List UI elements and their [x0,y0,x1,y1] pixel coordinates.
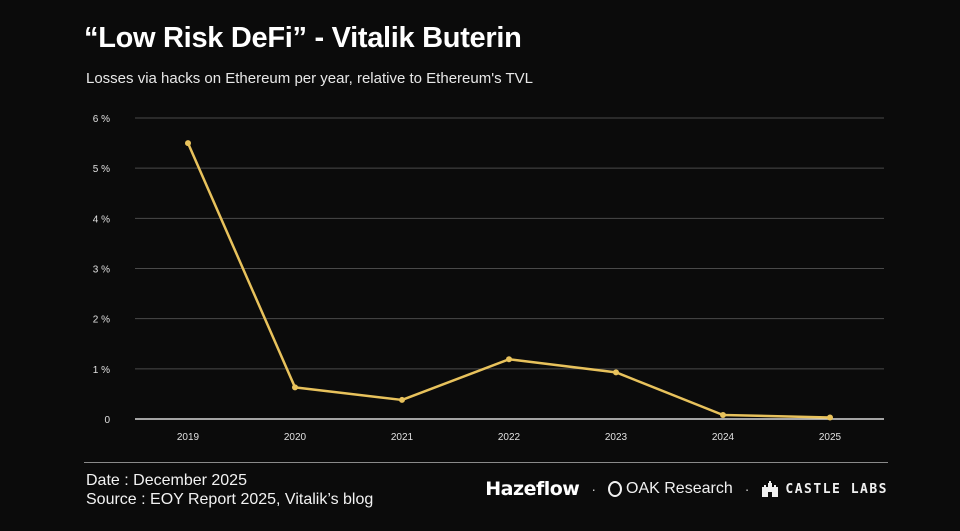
chart-subtitle: Losses via hacks on Ethereum per year, r… [86,70,533,87]
castle-icon [761,481,779,497]
logo-separator: · [744,481,750,497]
y-tick-label: 4 % [93,214,110,225]
x-tick-label: 2023 [605,432,628,443]
hazeflow-logo: Hazeflow [485,478,580,500]
x-tick-label: 2022 [498,432,521,443]
data-point [827,414,833,421]
footer-date: Date : December 2025 [86,472,247,489]
y-tick-label: 0 [104,415,110,426]
x-tick-label: 2020 [284,432,307,443]
oak-leaf-icon [608,481,623,497]
data-point [292,384,298,391]
data-point [720,411,726,418]
footer-divider [84,462,888,463]
x-tick-label: 2024 [712,432,735,443]
partner-logos: Hazeflow · OAK Research · CASTLE LABS [485,478,888,500]
y-tick-label: 1 % [93,365,110,376]
data-point [185,140,191,147]
footer-source: Source : EOY Report 2025, Vitalik’s blog [86,491,374,508]
y-tick-label: 3 % [93,265,110,276]
data-point [506,356,512,363]
data-point [399,396,405,403]
logo-separator: · [591,481,597,497]
y-tick-label: 5 % [93,164,110,175]
chart-title: “Low Risk DeFi” - Vitalik Buterin [84,22,522,54]
oak-research-label: OAK Research [626,480,733,497]
x-tick-label: 2025 [819,432,842,443]
castle-labs-logo: CASTLE LABS [761,481,888,497]
y-tick-label: 6 % [93,114,110,125]
data-point [613,369,619,376]
x-tick-label: 2019 [177,432,200,443]
x-tick-label: 2021 [391,432,414,443]
oak-research-logo: OAK Research [608,480,733,498]
series-line [186,141,832,419]
y-tick-label: 2 % [93,315,110,326]
castle-labs-label: CASTLE LABS [785,481,888,497]
